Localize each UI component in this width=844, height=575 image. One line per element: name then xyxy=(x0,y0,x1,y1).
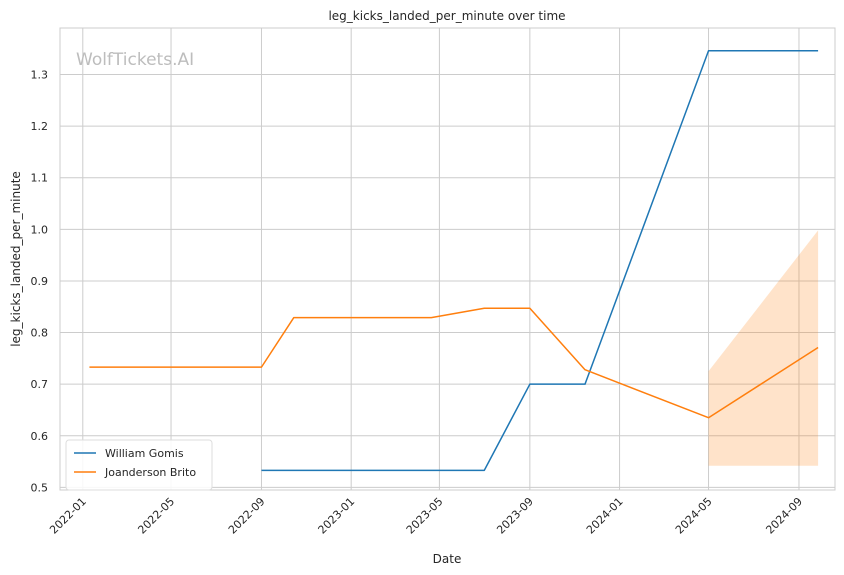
confidence-band-1 xyxy=(708,230,819,466)
legend-label-1: Joanderson Brito xyxy=(104,466,196,479)
y-axis-ticks: 0.5 0.6 0.7 0.8 0.9 1.0 1.1 1.2 1.3 xyxy=(31,68,49,494)
y-tick-label: 0.8 xyxy=(31,327,49,340)
y-tick-label: 1.0 xyxy=(31,223,49,236)
chart-title: leg_kicks_landed_per_minute over time xyxy=(328,9,565,23)
series-line-0 xyxy=(261,49,819,472)
x-tick-label: 2023-05 xyxy=(404,495,446,537)
y-tick-label: 0.7 xyxy=(31,378,49,391)
series-line-1 xyxy=(89,307,819,419)
x-tick-label: 2022-01 xyxy=(47,495,89,537)
x-tick-label: 2022-05 xyxy=(135,495,177,537)
x-tick-label: 2024-05 xyxy=(673,495,715,537)
legend-label-0: William Gomis xyxy=(105,447,184,460)
y-tick-label: 0.9 xyxy=(31,275,49,288)
plot-area xyxy=(59,27,836,491)
x-tick-label: 2023-01 xyxy=(316,495,358,537)
x-tick-label: 2022-09 xyxy=(226,495,268,537)
legend-box xyxy=(65,439,213,491)
x-tick-label: 2024-09 xyxy=(763,495,805,537)
y-tick-label: 1.2 xyxy=(31,120,49,133)
legend: William Gomis Joanderson Brito xyxy=(65,439,213,491)
confidence-bands xyxy=(708,230,819,466)
watermark: WolfTickets.AI xyxy=(76,50,194,70)
x-axis-title: Date xyxy=(433,552,462,566)
y-tick-label: 0.5 xyxy=(31,481,49,494)
x-tick-label: 2023-09 xyxy=(494,495,536,537)
x-axis-ticks: 2022-01 2022-05 2022-09 2023-01 2023-05 2023-… xyxy=(47,495,805,537)
y-tick-label: 1.3 xyxy=(31,68,49,81)
y-tick-label: 0.6 xyxy=(31,430,49,443)
y-axis-title: leg_kicks_landed_per_minute xyxy=(9,171,23,347)
x-tick-label: 2024-01 xyxy=(584,495,626,537)
y-tick-label: 1.1 xyxy=(31,172,49,185)
series-lines xyxy=(89,49,819,472)
